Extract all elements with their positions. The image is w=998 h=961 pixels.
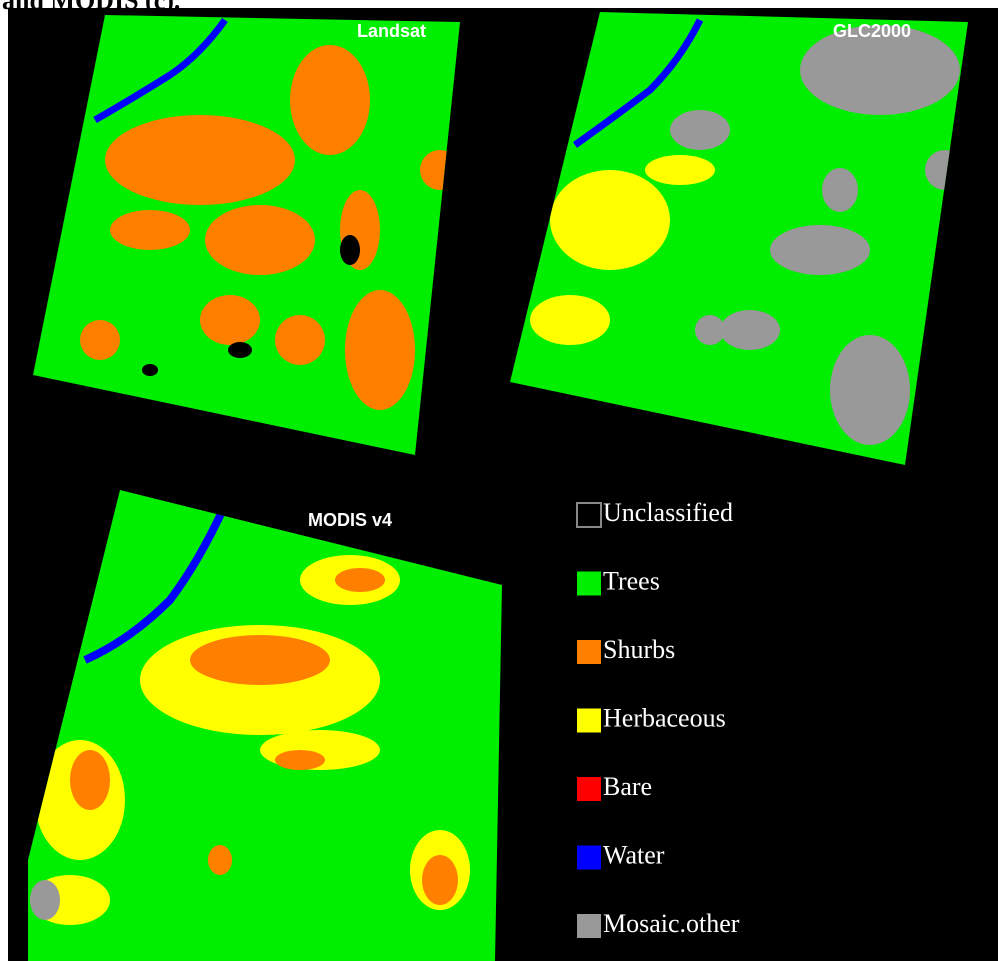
figure: Landsat GLC2000 MODIS v4 Unclassified Tre… — [0, 0, 998, 961]
legend-label: Water — [603, 840, 665, 869]
legend-label: Unclassified — [603, 498, 733, 527]
legend-label: Herbaceous — [603, 703, 726, 732]
map-title: MODIS v4 — [308, 510, 392, 530]
legend-label: Mosaic.other — [603, 909, 740, 938]
legend-swatch — [577, 640, 601, 664]
legend-swatch — [577, 777, 601, 801]
legend-label: Shurbs — [603, 635, 675, 664]
legend-label: Trees — [603, 566, 660, 595]
legend-swatch — [577, 709, 601, 733]
map-title: Landsat — [357, 21, 426, 41]
legend-swatch — [577, 846, 601, 870]
map-title: GLC2000 — [833, 21, 911, 41]
legend-label: Bare — [603, 772, 652, 801]
page: and MODIS (c). — [0, 0, 998, 961]
legend-swatch — [577, 572, 601, 596]
legend-swatch — [577, 914, 601, 938]
